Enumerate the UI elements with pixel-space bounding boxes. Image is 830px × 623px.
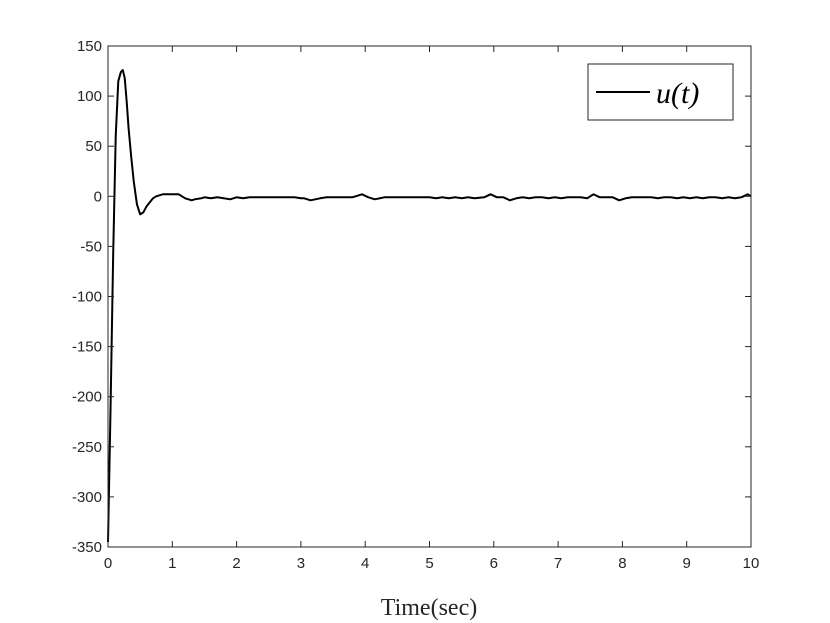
x-tick-label: 1 bbox=[168, 555, 176, 572]
x-tick-label: 2 bbox=[232, 555, 240, 572]
x-tick-label: 10 bbox=[743, 555, 760, 572]
legend-label-u: u(t) bbox=[656, 77, 699, 110]
x-tick-label: 8 bbox=[618, 555, 626, 572]
y-tick-label: -300 bbox=[72, 489, 102, 506]
x-tick-label: 6 bbox=[490, 555, 498, 572]
x-tick-label: 4 bbox=[361, 555, 369, 572]
x-tick-label: 0 bbox=[104, 555, 112, 572]
y-tick-label: 0 bbox=[94, 188, 102, 205]
y-tick-label: 150 bbox=[77, 38, 102, 55]
y-tick-label: 100 bbox=[77, 88, 102, 105]
x-axis: 0 1 2 3 4 5 6 7 8 9 10 bbox=[104, 46, 760, 572]
x-tick-label: 3 bbox=[297, 555, 305, 572]
y-axis: 150 100 50 0 -50 -100 -150 -200 -250 -300 -350 bbox=[72, 38, 751, 556]
x-tick-label: 5 bbox=[425, 555, 433, 572]
y-tick-label: -350 bbox=[72, 539, 102, 556]
y-tick-label: -150 bbox=[72, 339, 102, 356]
x-tick-label: 9 bbox=[683, 555, 691, 572]
y-tick-label: 50 bbox=[85, 138, 102, 155]
series-layer bbox=[107, 69, 752, 543]
plot-area bbox=[108, 46, 751, 547]
x-tick-label: 7 bbox=[554, 555, 562, 572]
series-line-u bbox=[107, 69, 752, 543]
x-axis-label: Time(sec) bbox=[381, 595, 477, 621]
y-tick-label: -100 bbox=[72, 289, 102, 306]
y-tick-label: -250 bbox=[72, 439, 102, 456]
legend: u(t) bbox=[587, 63, 734, 121]
y-tick-label: -200 bbox=[72, 389, 102, 406]
y-tick-label: -50 bbox=[80, 238, 102, 255]
